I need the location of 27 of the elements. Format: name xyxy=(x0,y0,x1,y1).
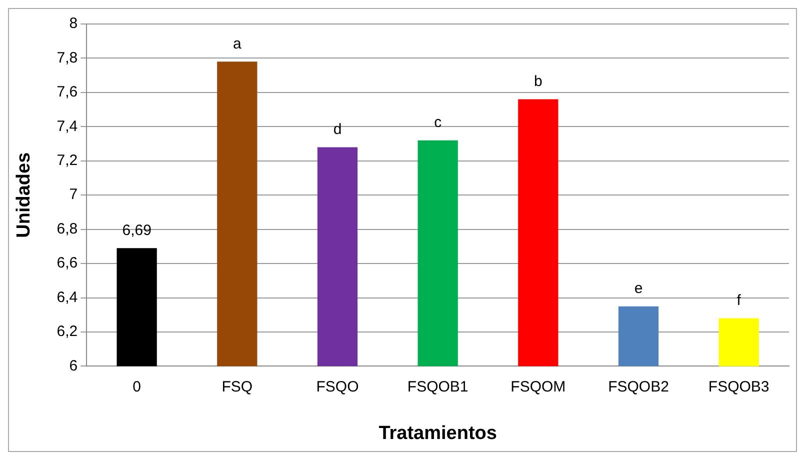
y-tick-label: 6,2 xyxy=(56,323,78,340)
x-tick-label: FSQ xyxy=(222,378,253,396)
x-tick-label: FSQO xyxy=(316,378,359,396)
x-tick-label: FSQOM xyxy=(510,378,566,396)
annotation: a xyxy=(232,35,242,52)
x-tick-label: FSQOB1 xyxy=(407,378,468,396)
y-axis-title: Unidades xyxy=(14,152,35,238)
y-tick-label: 8 xyxy=(69,15,78,32)
y-tick-label: 7,6 xyxy=(56,84,78,101)
annotation: d xyxy=(333,120,342,138)
annotation: e xyxy=(634,280,643,297)
y-tick-label: 6,8 xyxy=(56,220,78,238)
y-tick-label: 7,4 xyxy=(56,118,78,135)
y-tick-label: 6 xyxy=(69,357,78,374)
y-tick-label: 7,8 xyxy=(56,49,78,66)
y-tick-label: 7 xyxy=(69,186,78,204)
y-tick-label: 6,4 xyxy=(56,288,78,306)
annotation: c xyxy=(434,114,442,131)
x-tick-label: 0 xyxy=(132,378,141,396)
annotation: b xyxy=(534,72,542,90)
x-tick-label: FSQOB2 xyxy=(608,378,669,396)
data-label: 6,69 xyxy=(122,222,152,239)
x-axis-title: Tratamientos xyxy=(378,422,497,444)
y-tick-label: 6,6 xyxy=(56,254,78,272)
x-tick-label: FSQOB3 xyxy=(708,378,770,396)
annotation: f xyxy=(736,292,742,309)
y-tick-label: 7,2 xyxy=(56,152,78,170)
